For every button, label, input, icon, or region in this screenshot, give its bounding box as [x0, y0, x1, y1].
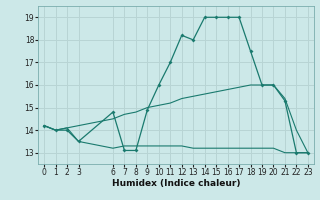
X-axis label: Humidex (Indice chaleur): Humidex (Indice chaleur)	[112, 179, 240, 188]
